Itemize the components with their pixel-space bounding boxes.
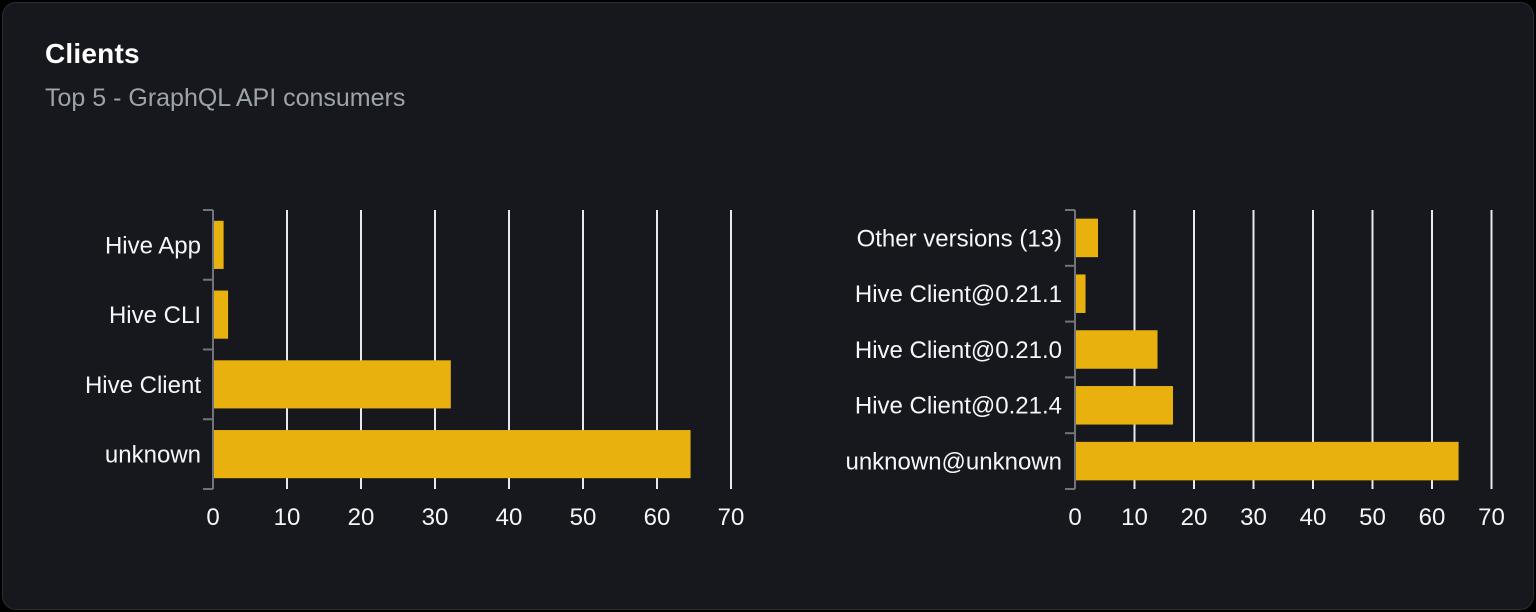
x-tick-label: 30: [422, 504, 449, 531]
x-tick-label: 0: [206, 504, 219, 531]
bar-hive-client-0-21-0[interactable]: [1076, 330, 1158, 369]
category-label: unknown: [105, 442, 201, 469]
category-label: unknown@unknown: [845, 449, 1062, 476]
x-tick-label: 70: [718, 504, 745, 531]
x-tick-label: 50: [1359, 504, 1386, 531]
category-label: Hive Client@0.21.1: [855, 281, 1062, 308]
category-label: Hive Client@0.21.0: [855, 337, 1062, 364]
x-tick-label: 60: [644, 504, 671, 531]
x-tick-label: 0: [1068, 504, 1081, 531]
card-title: Clients: [45, 38, 140, 69]
bar-hive-cli[interactable]: [214, 290, 229, 339]
bar-hive-client-0-21-4[interactable]: [1076, 386, 1173, 425]
chart-panel-client-versions: Other versions (13) Hive Client@0.21.1 Hiv…: [845, 209, 1505, 531]
bar-hive-app[interactable]: [214, 220, 224, 269]
x-tick-label: 10: [1121, 504, 1148, 531]
category-label: Hive CLI: [109, 302, 201, 329]
bar-hive-client[interactable]: [214, 360, 451, 409]
x-tick-label: 60: [1419, 504, 1446, 531]
x-tick-label: 50: [570, 504, 597, 531]
x-tick-label: 20: [348, 504, 375, 531]
card-subtitle: Top 5 - GraphQL API consumers: [45, 84, 406, 112]
card-header: Clients Top 5 - GraphQL API consumers: [3, 3, 1533, 113]
x-tick-label: 20: [1181, 504, 1208, 531]
x-tick-label: 10: [274, 504, 301, 531]
category-label: Hive Client: [85, 372, 201, 399]
x-tick-label: 70: [1478, 504, 1505, 531]
bar-unknown-unknown[interactable]: [1076, 441, 1459, 481]
category-label: Hive Client@0.21.4: [855, 393, 1062, 420]
bar-unknown[interactable]: [214, 430, 691, 479]
bar-other-versions-13[interactable]: [1076, 218, 1099, 258]
chart-panel-clients: Hive App Hive CLI Hive Client unknown 0 10 20 3…: [85, 209, 745, 531]
category-label: Hive App: [105, 232, 201, 259]
bar-hive-client-0-21-1[interactable]: [1076, 274, 1086, 313]
x-tick-label: 40: [496, 504, 523, 531]
x-tick-label: 30: [1240, 504, 1267, 531]
category-label: Other versions (13): [857, 225, 1062, 252]
x-tick-label: 40: [1300, 504, 1327, 531]
